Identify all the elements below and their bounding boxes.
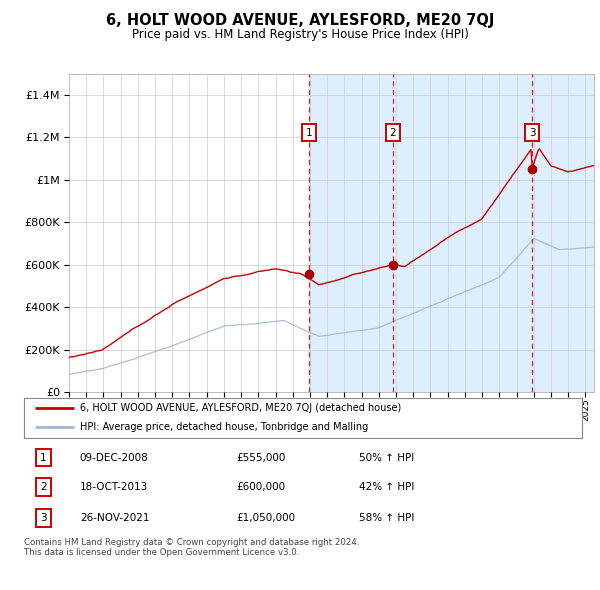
Text: 6, HOLT WOOD AVENUE, AYLESFORD, ME20 7QJ: 6, HOLT WOOD AVENUE, AYLESFORD, ME20 7QJ bbox=[106, 13, 494, 28]
Text: 50% ↑ HPI: 50% ↑ HPI bbox=[359, 453, 414, 463]
Text: 2: 2 bbox=[389, 127, 396, 137]
Bar bbox=[532, 74, 594, 392]
Text: £1,050,000: £1,050,000 bbox=[236, 513, 295, 523]
Text: 1: 1 bbox=[305, 127, 312, 137]
Bar bbox=[392, 74, 532, 392]
Text: Price paid vs. HM Land Registry's House Price Index (HPI): Price paid vs. HM Land Registry's House … bbox=[131, 28, 469, 41]
Text: £600,000: £600,000 bbox=[236, 483, 285, 492]
Text: 3: 3 bbox=[40, 513, 47, 523]
Text: 2: 2 bbox=[40, 483, 47, 492]
Text: £555,000: £555,000 bbox=[236, 453, 286, 463]
Text: 42% ↑ HPI: 42% ↑ HPI bbox=[359, 483, 414, 492]
Text: 6, HOLT WOOD AVENUE, AYLESFORD, ME20 7QJ (detached house): 6, HOLT WOOD AVENUE, AYLESFORD, ME20 7QJ… bbox=[80, 404, 401, 414]
Text: 09-DEC-2008: 09-DEC-2008 bbox=[80, 453, 149, 463]
Bar bbox=[309, 74, 392, 392]
Text: 3: 3 bbox=[529, 127, 535, 137]
Text: 1: 1 bbox=[40, 453, 47, 463]
Text: 18-OCT-2013: 18-OCT-2013 bbox=[80, 483, 148, 492]
Text: 58% ↑ HPI: 58% ↑ HPI bbox=[359, 513, 414, 523]
Text: Contains HM Land Registry data © Crown copyright and database right 2024.
This d: Contains HM Land Registry data © Crown c… bbox=[24, 538, 359, 558]
Text: HPI: Average price, detached house, Tonbridge and Malling: HPI: Average price, detached house, Tonb… bbox=[80, 422, 368, 432]
Text: 26-NOV-2021: 26-NOV-2021 bbox=[80, 513, 149, 523]
